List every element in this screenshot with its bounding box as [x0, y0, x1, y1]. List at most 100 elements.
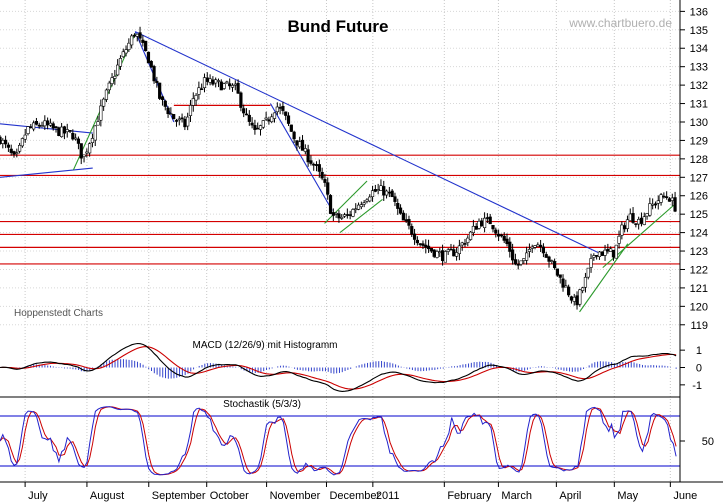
price-bar-body — [533, 245, 537, 248]
price-bar-body — [398, 207, 403, 214]
price-bar-body — [219, 81, 223, 91]
price-bar-body — [99, 105, 103, 121]
price-bar-body — [474, 226, 478, 230]
price-bar-body — [34, 121, 39, 125]
price-bars — [0, 26, 677, 310]
price-bar-body — [113, 75, 117, 79]
macd-title: MACD (12/26/9) mit Histogramm — [192, 340, 337, 351]
x-tick-label: August — [90, 490, 124, 502]
price-bar-body — [166, 107, 170, 115]
price-bar-body — [421, 243, 425, 246]
macd-tick-label: 1 — [696, 345, 702, 357]
price-bar-body — [463, 243, 467, 245]
price-bar-body — [242, 108, 246, 114]
price-bar-body — [250, 122, 254, 126]
price-bar-body — [617, 235, 621, 244]
price-bar-body — [342, 214, 347, 217]
price-bar-body — [43, 120, 47, 127]
price-bar-body — [323, 179, 327, 183]
price-bar-body — [54, 126, 58, 128]
price-bar-body — [404, 219, 408, 222]
price-bar-body — [110, 77, 114, 84]
price-bar-body — [317, 164, 321, 172]
price-bar-body — [365, 199, 369, 202]
x-tick-label: March — [501, 490, 532, 502]
price-bar-body — [432, 249, 436, 257]
price-bar-body — [331, 212, 335, 216]
price-bar-body — [659, 194, 663, 203]
y-tick-label: 119 — [690, 320, 708, 332]
price-bar-body — [9, 148, 13, 153]
y-tick-label: 131 — [690, 99, 708, 111]
price-bar-body — [295, 140, 299, 146]
y-tick-label: 130 — [690, 117, 708, 129]
price-bar-body — [225, 81, 229, 84]
price-bar-body — [264, 117, 268, 120]
price-bar-body — [334, 212, 338, 215]
macd-signal-line — [0, 346, 677, 390]
price-bar-body — [440, 250, 445, 261]
price-bar-body — [270, 116, 274, 123]
price-bar-body — [426, 245, 431, 250]
price-bar-body — [20, 138, 25, 147]
price-bar-body — [653, 203, 658, 206]
price-bar-body — [152, 66, 156, 82]
price-bar-body — [340, 216, 344, 219]
price-bar-body — [662, 195, 666, 198]
price-bar-body — [620, 224, 624, 236]
price-bar-body — [96, 121, 100, 126]
y-tick-label: 120 — [690, 301, 708, 313]
price-bar-body — [637, 219, 641, 225]
y-tick-label: 122 — [690, 264, 708, 276]
price-bar-body — [261, 120, 265, 128]
price-bar-body — [362, 202, 366, 205]
price-bar-body — [205, 77, 209, 82]
price-bar-body — [634, 223, 638, 225]
price-bar-body — [354, 208, 358, 211]
price-bar-body — [172, 114, 176, 120]
price-bar-body — [51, 123, 55, 129]
price-bar-body — [519, 260, 523, 265]
y-tick-label: 123 — [690, 246, 708, 258]
stochastic-k-line — [0, 406, 677, 476]
price-bar-body — [583, 276, 588, 288]
price-bar-body — [415, 239, 419, 244]
price-bar-body — [530, 246, 534, 249]
price-bar-body — [326, 182, 330, 195]
price-bar-body — [550, 260, 554, 262]
price-bar-body — [144, 40, 148, 52]
x-tick-label: 2011 — [376, 490, 400, 502]
price-bar-body — [516, 264, 520, 266]
price-bar-body — [614, 244, 618, 259]
green-trendline — [324, 180, 368, 224]
price-bar-body — [569, 296, 574, 301]
x-tick-label: September — [152, 490, 206, 502]
price-bar-body — [85, 151, 89, 154]
price-bar-body — [230, 85, 235, 88]
price-bar-body — [23, 134, 27, 140]
price-bar-body — [88, 143, 92, 154]
price-bar-body — [443, 251, 447, 263]
trendlines — [0, 31, 677, 313]
price-bar-body — [482, 217, 487, 229]
price-panel: Bund Future www.chartbuero.de Hoppensted… — [0, 16, 680, 319]
source-label: Hoppenstedt Charts — [14, 308, 103, 319]
price-bar-body — [71, 132, 75, 140]
price-bar-body — [609, 248, 613, 252]
price-bar-body — [93, 125, 97, 141]
price-bar-body — [558, 274, 562, 278]
price-bar-body — [412, 233, 417, 240]
price-bar-body — [278, 107, 282, 109]
price-bar-body — [306, 149, 310, 163]
price-bar-body — [116, 64, 120, 76]
watermark: www.chartbuero.de — [568, 16, 672, 30]
y-tick-label: 124 — [690, 228, 708, 240]
price-bar-body — [180, 117, 184, 120]
price-bar-body — [502, 235, 506, 241]
price-bar-body — [186, 116, 190, 127]
y-tick-label: 136 — [690, 6, 708, 18]
price-bar-body — [611, 249, 616, 258]
price-bar-body — [174, 120, 179, 122]
price-bar-body — [233, 83, 237, 86]
chart-title: Bund Future — [287, 17, 388, 36]
